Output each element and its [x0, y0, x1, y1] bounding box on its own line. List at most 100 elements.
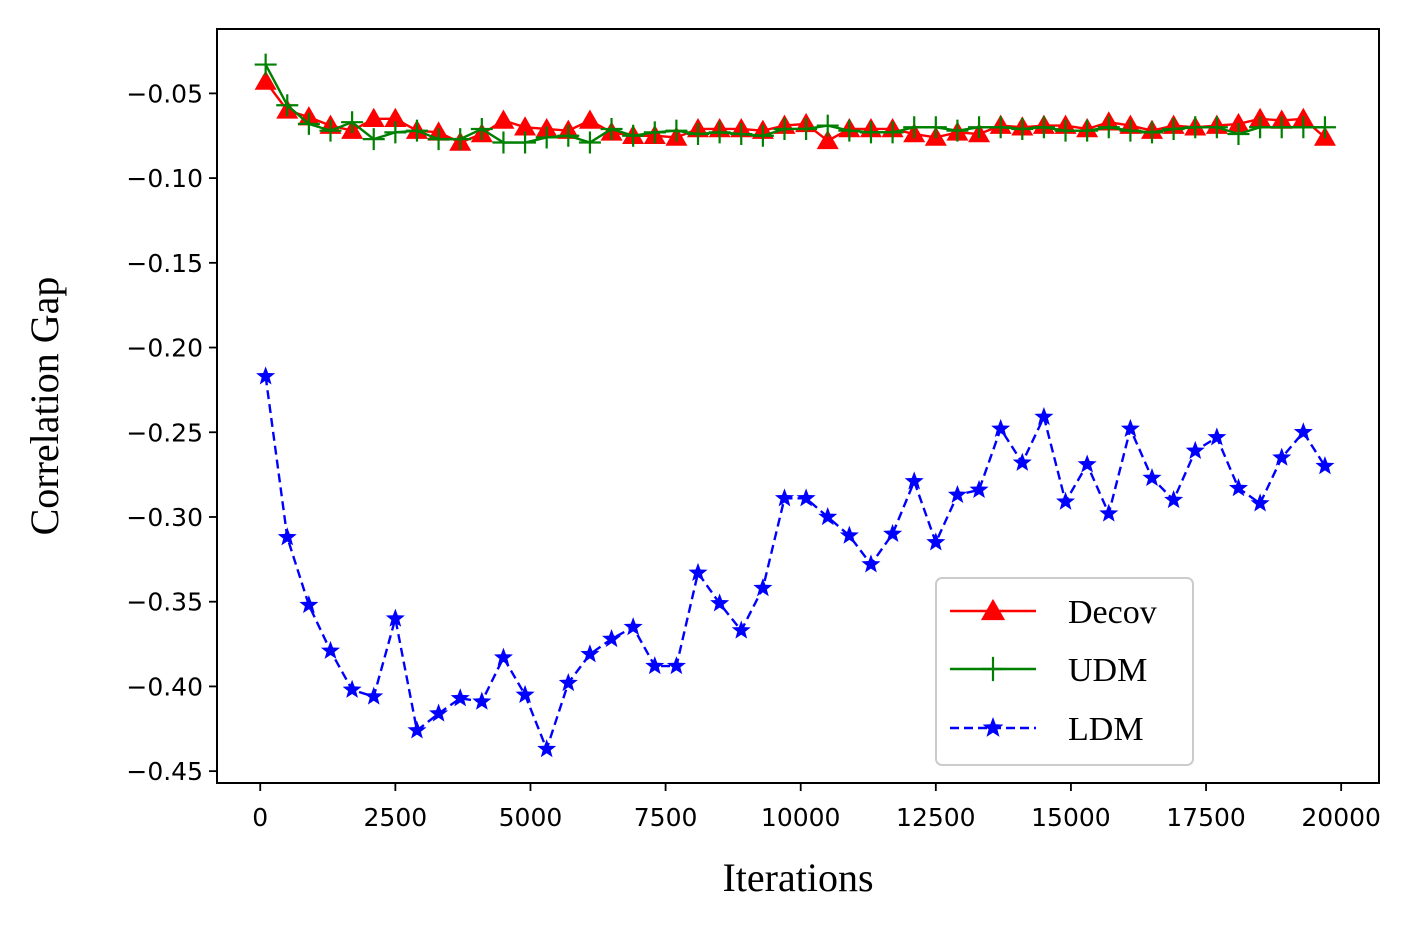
udm-series — [254, 53, 1336, 154]
udm-point — [730, 123, 753, 146]
legend-marker-ldm — [982, 717, 1004, 737]
x-tick-label: 20000 — [1301, 803, 1381, 832]
legend-marker-udm — [980, 656, 1006, 682]
x-tick-label: 5000 — [499, 803, 563, 832]
x-tick-label: 0 — [252, 803, 268, 832]
ldm-point — [839, 525, 859, 544]
ldm-point — [277, 527, 297, 546]
ldm-point — [1315, 456, 1335, 475]
decov-point — [578, 109, 601, 129]
x-tick-label: 12500 — [896, 803, 976, 832]
udm-point — [1119, 119, 1142, 142]
udm-point — [1313, 116, 1336, 139]
udm-point — [1141, 121, 1163, 144]
ldm-point — [515, 684, 535, 703]
ldm-point — [818, 506, 838, 526]
udm-point — [1292, 116, 1315, 139]
ldm-point — [1099, 503, 1119, 522]
ldm-point — [320, 640, 341, 659]
udm-point — [903, 116, 926, 139]
ldm-point — [861, 554, 881, 573]
udm-point — [773, 117, 796, 140]
ldm-point — [991, 418, 1011, 437]
decov-point — [816, 129, 839, 150]
udm-point — [795, 117, 818, 140]
legend-label-udm: UDM — [1068, 652, 1147, 689]
ldm-point — [1034, 407, 1054, 426]
udm-point — [600, 117, 623, 140]
udm-point — [449, 128, 472, 151]
decov-point — [492, 109, 515, 129]
udm-point — [254, 53, 277, 76]
udm-point — [708, 121, 731, 144]
ldm-point — [1272, 447, 1292, 466]
ldm-series — [256, 366, 1335, 758]
legend-box — [935, 577, 1194, 766]
udm-point — [816, 114, 839, 137]
udm-point — [341, 111, 364, 134]
udm-point — [535, 126, 558, 149]
x-tick-label: 15000 — [1031, 803, 1111, 832]
ldm-point — [537, 739, 557, 758]
udm-point — [1011, 117, 1034, 140]
udm-point — [384, 121, 407, 144]
plot-frame — [216, 28, 1380, 784]
ldm-point — [666, 656, 686, 675]
udm-point — [1162, 117, 1185, 140]
ldm-point — [1012, 452, 1032, 471]
udm-point — [989, 116, 1012, 139]
ldm-point — [385, 608, 405, 627]
udm-point — [514, 131, 537, 154]
ldm-point — [407, 720, 427, 739]
ldm-point — [710, 593, 730, 612]
udm-point — [362, 128, 385, 151]
legend: Decov UDM LDM — [935, 577, 1194, 766]
udm-point — [859, 121, 882, 144]
ldm-point — [1120, 418, 1140, 437]
y-tick-label: −0.30 — [126, 503, 203, 532]
udm-point — [1227, 123, 1250, 146]
ldm-point — [796, 488, 816, 507]
decov-point — [1227, 112, 1250, 133]
ldm-point — [450, 688, 470, 707]
udm-point — [1184, 116, 1207, 139]
ldm-point — [904, 471, 924, 490]
ldm-point — [926, 532, 946, 551]
y-tick-label: −0.05 — [126, 79, 203, 108]
udm-point — [665, 119, 688, 142]
ldm-point — [558, 673, 578, 692]
legend-label-decov: Decov — [1068, 594, 1157, 631]
udm-point — [1205, 116, 1228, 139]
udm-point — [470, 117, 493, 140]
x-tick-label: 10000 — [761, 803, 841, 832]
udm-point — [881, 121, 904, 144]
y-tick-label: −0.45 — [126, 757, 203, 786]
ldm-point — [1207, 427, 1227, 446]
udm-point — [1054, 119, 1077, 142]
ldm-point — [688, 562, 708, 581]
decov-point — [254, 70, 277, 90]
ldm-point — [947, 484, 967, 504]
udm-point — [557, 124, 580, 147]
y-axis: −0.05 −0.10 −0.15 −0.20 −0.25 −0.30 −0.35 −0.40… — [126, 79, 217, 786]
legend-marker-decov — [980, 598, 1006, 621]
ldm-point — [602, 628, 622, 648]
legend-label-ldm: LDM — [1068, 711, 1144, 748]
udm-point — [1270, 116, 1293, 139]
x-axis-title: Iterations — [722, 855, 873, 900]
ldm-point — [1164, 490, 1184, 509]
y-tick-label: −0.35 — [126, 588, 203, 617]
udm-point — [968, 116, 991, 139]
ldm-point — [1293, 422, 1313, 441]
udm-point — [297, 112, 320, 135]
ldm-point — [1056, 491, 1076, 510]
udm-point — [1076, 119, 1099, 142]
udm-point — [946, 119, 969, 142]
udm-point — [276, 94, 299, 117]
udm-point — [1032, 116, 1055, 139]
udm-point — [405, 119, 428, 142]
udm-point — [1097, 116, 1120, 139]
ldm-point — [774, 488, 794, 507]
